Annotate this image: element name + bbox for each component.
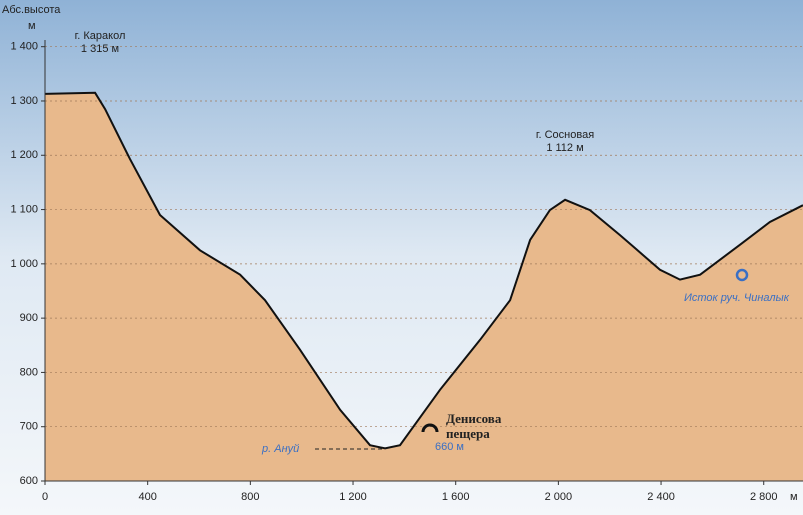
y-tick-label: 1 000 [10,258,38,270]
x-tick-label: 2 400 [647,491,675,503]
river-height: 660 м [435,441,464,453]
spring-label: Исток руч. Чиналык [684,292,790,304]
profile-line [44,91,803,450]
cave-label: Денисова [446,411,502,426]
cave-label: пещера [446,426,490,441]
y-axis-unit: м [28,20,36,32]
spring-icon [735,268,749,282]
y-tick-label: 900 [20,312,38,324]
x-tick-label: 2 000 [545,491,573,503]
ground [45,92,803,482]
y-axis-label: Абс.высота [2,4,61,16]
x-tick-label: 1 200 [339,491,367,503]
y-tick-label: 1 300 [10,95,38,107]
y-tick-label: 600 [20,475,38,487]
x-tick-label: 400 [138,491,156,503]
x-tick-label: 2 800 [750,491,778,503]
peak-label: г. Каракол [75,30,126,42]
y-tick-label: 800 [20,366,38,378]
x-tick-label: 1 600 [442,491,470,503]
river-label: р. Ануй [261,443,299,455]
x-tick-label: 0 [42,491,48,503]
y-tick-label: 700 [20,421,38,433]
peak-height: 1 315 м [81,43,119,55]
y-tick-label: 1 400 [10,41,38,53]
x-axis-unit: м [790,491,798,503]
y-tick-label: 1 100 [10,203,38,215]
cave-icon [421,423,439,433]
peak-label: г. Сосновая [536,129,594,141]
peak-height: 1 112 м [546,142,583,154]
y-tick-label: 1 200 [10,149,38,161]
x-tick-label: 800 [241,491,259,503]
